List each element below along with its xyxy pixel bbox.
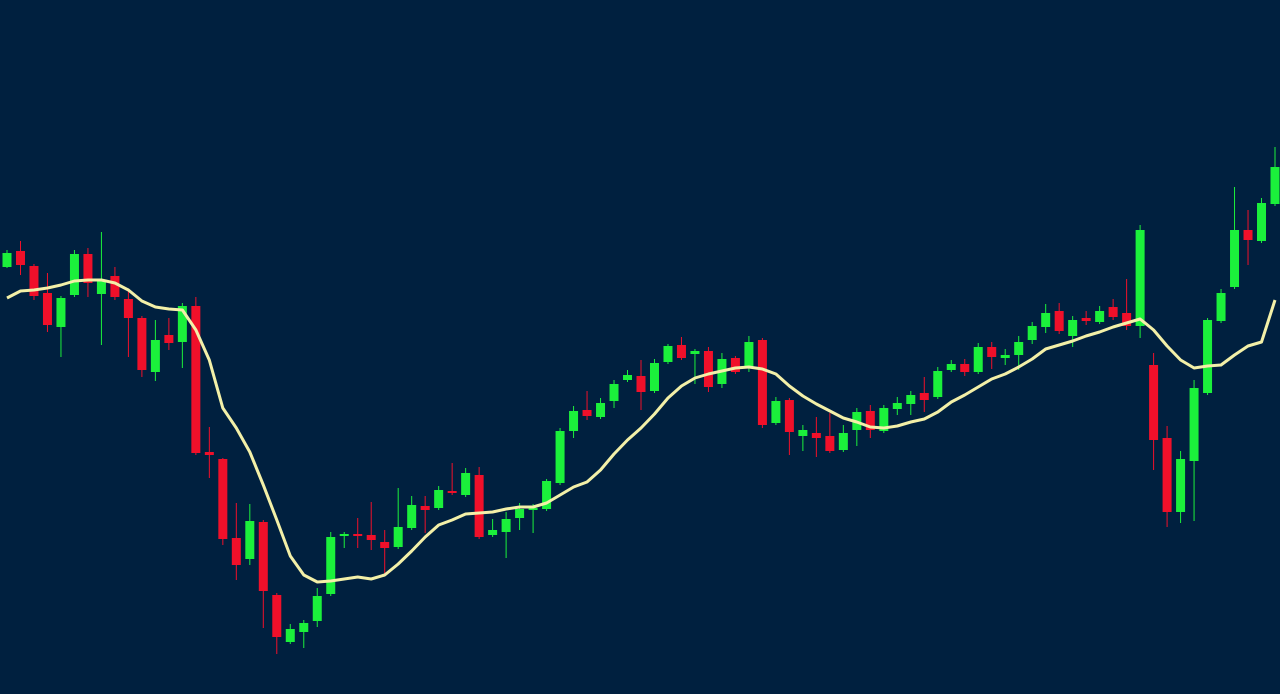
candle-body [137,318,147,370]
candle-body [326,537,336,594]
candle-body [730,358,740,372]
candle-body [353,534,363,536]
candle-body [825,436,835,451]
candle-body [1108,307,1118,317]
candle-body [56,298,66,327]
candle-body [83,254,93,283]
candle-body [488,530,498,535]
candle-body [892,403,902,409]
candle-body [447,491,457,493]
candle-body [123,299,133,318]
candle-body [312,596,322,621]
candle-body [285,629,295,642]
candle-body [987,347,997,357]
candle-body [272,595,282,637]
candle-body [1216,293,1226,321]
candle-body [299,623,309,632]
candle-body [1000,355,1010,358]
candle-body [1149,365,1159,440]
candle-body [623,375,633,380]
candle-body [164,335,174,343]
candle-body [569,411,579,431]
candle-body [811,433,821,438]
candle-body [919,393,929,400]
candle-body [15,251,25,265]
candle-body [1054,311,1064,331]
candle-body [1041,313,1051,327]
candle-body [649,363,659,391]
candle-body [501,519,511,532]
candle-body [703,351,713,387]
candle-body [676,345,686,358]
candle-body [596,403,606,417]
candle-body [906,395,916,404]
candle-body [1027,326,1037,340]
candle-body [933,371,943,397]
candle-body [784,400,794,432]
candle-body [258,522,268,591]
candle-body [150,340,160,372]
candle-body [42,293,52,325]
candle-body [245,521,255,559]
candle-body [542,481,552,509]
candle-body [474,475,484,537]
candle-body [1176,459,1186,512]
candle-body [1257,203,1267,241]
candle-body [96,281,106,294]
candle-body [1095,311,1105,322]
candle-body [1189,388,1199,461]
candle-body [636,376,646,392]
candle-body [973,347,983,372]
candle-body [865,411,875,430]
candle-body [231,538,241,565]
candle-body [690,351,700,354]
candle-body [366,535,376,540]
candle-body [380,542,390,548]
moving-average-line [6,278,1277,584]
candle-body [204,452,214,455]
candle-body [555,431,565,483]
candle-body [1135,230,1145,326]
candle-body [420,506,430,510]
candle-body [1203,320,1213,393]
candle-body [461,473,471,495]
candle-body [771,401,781,423]
candle-body [1270,167,1280,204]
candle-body [339,534,349,536]
candle-body [407,505,417,528]
candle-body [1122,313,1132,326]
candle-body [1162,438,1172,512]
candle-body [838,433,848,450]
candle-body [946,364,956,370]
candle-body [1230,230,1240,287]
candle-body [1243,230,1253,240]
candle-body [191,306,201,453]
candle-body [879,408,889,431]
candle-body [515,509,525,518]
candle-body [29,266,39,296]
candle-body [69,254,79,295]
candle-body [609,384,619,401]
candle-body [110,276,120,297]
candle-body [177,306,187,342]
candle-body [744,342,754,368]
candle-body [663,346,673,362]
candle-body [393,527,403,547]
candle-body [2,253,12,267]
candle-body [1068,320,1078,336]
candle-body [960,364,970,372]
candle-body [218,459,228,539]
candle-body [582,410,592,416]
candle-body [757,340,767,425]
candle-body [1014,342,1024,355]
candle-body [798,430,808,436]
candle-body [1081,318,1091,321]
candle-body [528,508,538,510]
candle-body [434,490,444,508]
